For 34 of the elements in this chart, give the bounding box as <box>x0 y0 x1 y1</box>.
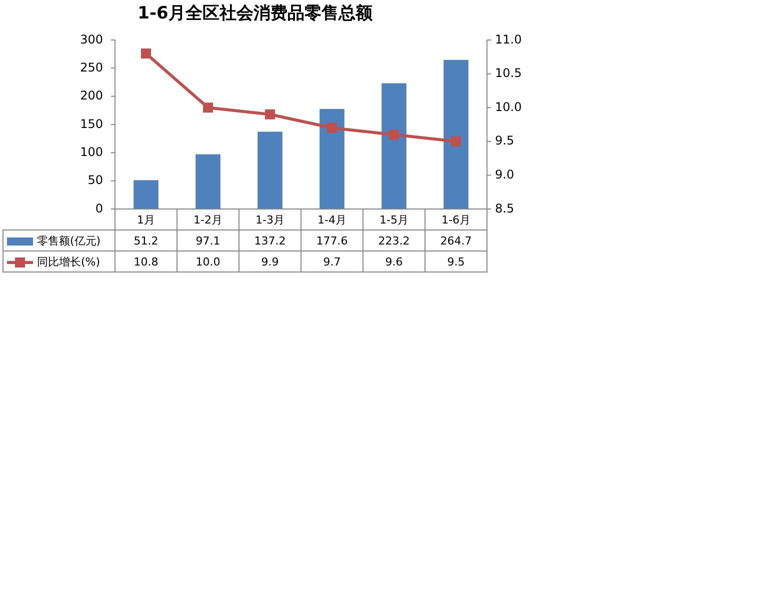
data-label: 9.5 <box>447 256 465 269</box>
ytick: 100 <box>80 144 103 159</box>
y2tick: 10.5 <box>495 66 522 80</box>
y2tick: 10.0 <box>495 100 522 114</box>
y2tick: 9.5 <box>495 134 514 148</box>
data-label: 137.2 <box>254 234 286 248</box>
xtick: 1-6月 <box>442 214 470 227</box>
xtick: 1-3月 <box>256 214 284 227</box>
xtick: 1月 <box>137 214 155 227</box>
xtick: 1-2月 <box>194 214 222 227</box>
y2tick: 11.0 <box>495 32 522 46</box>
ytick: 200 <box>80 88 103 103</box>
data-label: 9.9 <box>261 256 279 269</box>
ytick: 150 <box>80 116 103 131</box>
xtick: 1-4月 <box>318 214 346 227</box>
data-label: 177.6 <box>316 234 348 248</box>
data-label: 264.7 <box>440 234 472 248</box>
y2tick: 8.5 <box>495 201 514 216</box>
data-label: 10.8 <box>134 256 158 269</box>
data-label: 223.2 <box>378 234 410 248</box>
xtick: 1-5月 <box>380 214 408 227</box>
ytick: 0 <box>95 201 103 216</box>
title: 1-6月全区社会消费品零售总额 <box>138 4 372 24</box>
ytick: 300 <box>80 32 103 46</box>
data-label: 10.0 <box>196 256 220 269</box>
data-label: 97.1 <box>196 234 220 248</box>
data-label: 9.6 <box>385 256 403 269</box>
legend: 零售额(亿元) <box>37 234 101 248</box>
y2tick: 9.0 <box>495 167 514 182</box>
data-label: 51.2 <box>134 234 158 248</box>
ytick: 250 <box>80 60 103 74</box>
ytick: 50 <box>88 173 103 188</box>
legend: 同比增长(%) <box>37 256 100 269</box>
data-label: 9.7 <box>323 256 341 269</box>
